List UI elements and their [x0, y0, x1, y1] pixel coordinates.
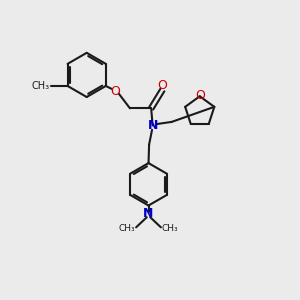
Text: O: O — [195, 89, 205, 102]
Text: N: N — [147, 119, 158, 132]
Text: CH₃: CH₃ — [118, 224, 135, 233]
Text: O: O — [110, 85, 120, 98]
Text: CH₃: CH₃ — [162, 224, 178, 233]
Text: N: N — [143, 207, 154, 220]
Text: CH₃: CH₃ — [32, 81, 50, 91]
Text: O: O — [158, 79, 167, 92]
